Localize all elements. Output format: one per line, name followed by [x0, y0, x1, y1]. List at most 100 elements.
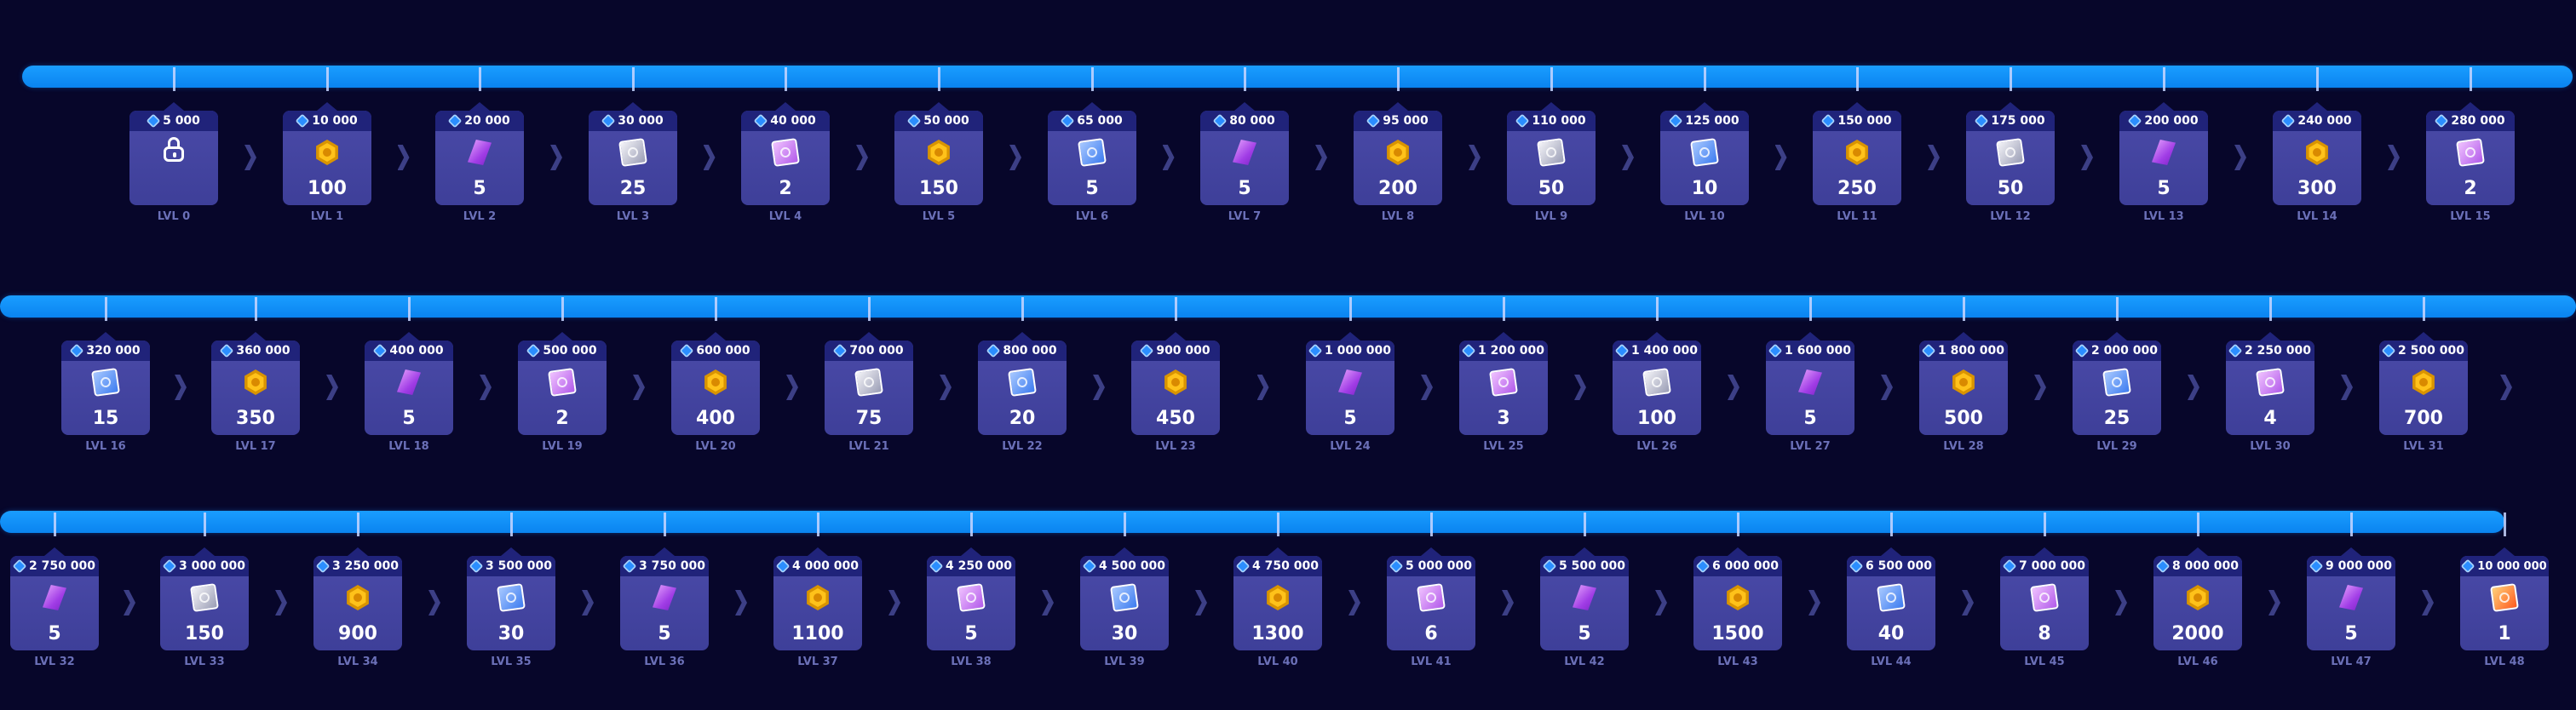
level-reward-card[interactable]: 10 000 100	[283, 102, 371, 205]
reward-amount: 6	[1424, 623, 1438, 644]
level-reward-card[interactable]: 200 000 5	[2119, 102, 2208, 205]
reward-amount: 5	[658, 623, 671, 644]
level-reward-card[interactable]: 800 000 20	[978, 332, 1067, 435]
level-reward-card[interactable]: 4 250 000 5	[927, 547, 1015, 650]
level-reward-card[interactable]: 40 000 2	[741, 102, 830, 205]
level-label: LVL 0	[157, 210, 191, 223]
xp-token-icon	[1366, 113, 1381, 129]
track-tick	[2044, 512, 2046, 536]
level-reward-card[interactable]: 1 000 000 5	[1306, 332, 1394, 435]
progress-track	[0, 511, 2504, 533]
level-reward-card[interactable]: 5 000 000 6	[1387, 547, 1475, 650]
level-reward-card[interactable]: 3 750 000 5	[620, 547, 709, 650]
chevron-right-icon	[2115, 590, 2127, 616]
level-reward-card[interactable]: 2 000 000 25	[2073, 332, 2161, 435]
purple-card-icon	[2256, 368, 2285, 397]
level-reward-card[interactable]: 95 000 200	[1354, 102, 1442, 205]
level-label: LVL 32	[34, 656, 75, 668]
level-reward-card[interactable]: 1 600 000 5	[1766, 332, 1854, 435]
level-reward-card[interactable]: 400 000 5	[365, 332, 453, 435]
chevron-right-icon	[397, 145, 410, 170]
level-reward-card[interactable]: 700 000 75	[825, 332, 913, 435]
level-reward-card[interactable]: 6 000 000 1500	[1693, 547, 1782, 650]
chevron-right-icon	[1421, 375, 1433, 400]
xp-value: 1 400 000	[1631, 344, 1698, 358]
level-reward-card[interactable]: 1 800 000 500	[1919, 332, 2008, 435]
level-reward-card[interactable]: 7 000 000 8	[2000, 547, 2089, 650]
xp-value: 240 000	[2297, 114, 2352, 128]
level-reward-card[interactable]: 3 000 000 150	[160, 547, 249, 650]
xp-value: 2 000 000	[2091, 344, 2158, 358]
xp-requirement: 10 000	[283, 102, 371, 131]
reward-amount: 5	[1238, 178, 1251, 199]
level-reward-card[interactable]: 125 000 10	[1660, 102, 1749, 205]
xp-value: 65 000	[1077, 114, 1123, 128]
level-reward-card[interactable]: 30 000 25	[589, 102, 677, 205]
xp-value: 3 000 000	[179, 559, 245, 573]
level-reward-card[interactable]: 110 000 50	[1507, 102, 1596, 205]
level-reward-card[interactable]: 20 000 5	[435, 102, 524, 205]
level-reward-card[interactable]: 4 500 000 30	[1080, 547, 1169, 650]
reward-amount: 150	[185, 623, 224, 644]
reward-amount: 25	[619, 178, 647, 199]
level-reward-card[interactable]: 2 750 000 5	[10, 547, 99, 650]
reward-amount: 100	[1637, 408, 1676, 429]
xp-value: 5 000 000	[1406, 559, 1472, 573]
xp-token-icon	[447, 113, 463, 129]
level-reward-card[interactable]: 900 000 450	[1131, 332, 1220, 435]
level-reward-card[interactable]: 2 250 000 4	[2226, 332, 2314, 435]
track-tick	[1397, 67, 1400, 91]
level-reward-card[interactable]: 175 000 50	[1966, 102, 2055, 205]
level-reward-card[interactable]: 65 000 5	[1048, 102, 1136, 205]
level-label: LVL 22	[1002, 440, 1043, 453]
xp-value: 1 600 000	[1785, 344, 1851, 358]
level-reward-card[interactable]: 1 400 000 100	[1613, 332, 1701, 435]
track-tick	[2116, 297, 2119, 321]
xp-token-icon	[526, 343, 541, 358]
xp-value: 7 000 000	[2019, 559, 2085, 573]
level-reward-card[interactable]: 5 000	[129, 102, 218, 205]
reward-amount: 300	[2297, 178, 2337, 199]
track-tick	[1856, 67, 1859, 91]
level-reward-card[interactable]: 500 000 2	[518, 332, 607, 435]
level-label: LVL 34	[337, 656, 378, 668]
reward-amount: 4	[2263, 408, 2277, 429]
level-label: LVL 36	[644, 656, 685, 668]
level-reward-card[interactable]: 80 000 5	[1200, 102, 1289, 205]
track-tick	[1021, 297, 1024, 321]
level-reward-card[interactable]: 4 750 000 1300	[1233, 547, 1322, 650]
level-reward-card[interactable]: 3 500 000 30	[467, 547, 555, 650]
level-reward-card[interactable]: 3 250 000 900	[313, 547, 402, 650]
level-reward-card[interactable]: 9 000 000 5	[2307, 547, 2395, 650]
level-reward-card[interactable]: 1 200 000 3	[1459, 332, 1548, 435]
level-reward-card[interactable]: 240 000 300	[2273, 102, 2361, 205]
chevron-right-icon	[1728, 375, 1739, 400]
xp-value: 4 000 000	[792, 559, 859, 573]
xp-value: 9 000 000	[2326, 559, 2392, 573]
level-reward-card[interactable]: 600 000 400	[671, 332, 760, 435]
xp-token-icon	[295, 113, 310, 129]
level-reward-card[interactable]: 8 000 000 2000	[2153, 547, 2242, 650]
purple-card-icon	[771, 138, 800, 167]
xp-requirement: 2 000 000	[2073, 332, 2161, 361]
track-tick	[2010, 67, 2012, 91]
level-reward-card[interactable]: 280 000 2	[2426, 102, 2515, 205]
level-reward-card[interactable]: 50 000 150	[894, 102, 983, 205]
chevron-right-icon	[1655, 590, 1667, 616]
level-reward-card[interactable]: 360 000 350	[211, 332, 300, 435]
track-tick	[1430, 512, 1433, 536]
track-tick	[2269, 297, 2272, 321]
level-reward-card[interactable]: 320 000 15	[61, 332, 150, 435]
level-reward-card[interactable]: 4 000 000 1100	[773, 547, 862, 650]
level-reward-card[interactable]: 10 000 000 1	[2460, 547, 2549, 650]
level-reward-card[interactable]: 5 500 000 5	[1540, 547, 1629, 650]
chevron-right-icon	[480, 375, 492, 400]
coin-icon	[1387, 140, 1409, 165]
gem-icon	[653, 585, 676, 610]
level-label: LVL 3	[616, 210, 650, 223]
level-reward-card[interactable]: 2 500 000 700	[2379, 332, 2468, 435]
track-tick	[479, 67, 481, 91]
level-reward-card[interactable]: 6 500 000 40	[1847, 547, 1935, 650]
level-reward-card[interactable]: 150 000 250	[1813, 102, 1901, 205]
reward-amount: 1100	[791, 623, 844, 644]
